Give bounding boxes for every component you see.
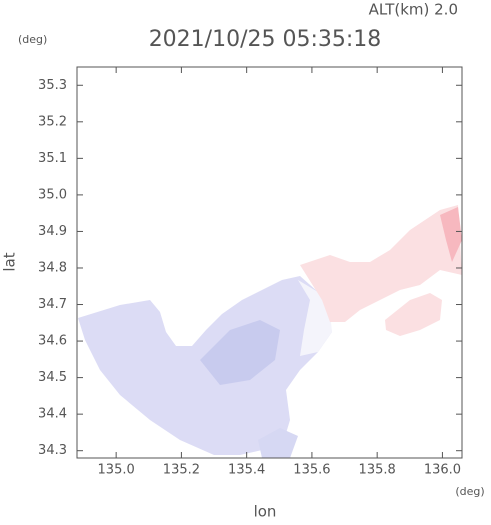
y-tick-label: 34.3	[38, 443, 67, 458]
x-unit: (deg)	[455, 485, 484, 498]
echo-area	[440, 207, 462, 262]
y-tick-label: 34.8	[38, 260, 67, 275]
y-unit: (deg)	[18, 33, 47, 46]
y-tick-label: 34.5	[38, 370, 67, 385]
echo-area	[298, 280, 332, 356]
x-tick-label: 135.4	[228, 463, 265, 478]
y-tick-label: 35.3	[38, 78, 67, 93]
y-tick-label: 34.7	[38, 297, 67, 312]
y-tick-label: 35.0	[38, 187, 67, 202]
echo-area	[258, 428, 298, 458]
y-tick-label: 34.9	[38, 224, 67, 239]
plot-frame	[76, 66, 463, 459]
x-tick-label: 135.8	[359, 463, 396, 478]
y-tick-label: 34.4	[38, 407, 67, 422]
x-tick-label: 136.0	[424, 463, 461, 478]
y-tick-label: 35.2	[38, 114, 67, 129]
chart-title: 2021/10/25 05:35:18	[149, 27, 382, 52]
y-tick-label: 34.6	[38, 334, 67, 349]
x-tick-label: 135.2	[163, 463, 200, 478]
altitude-label: ALT(km) 2.0	[369, 1, 458, 19]
y-axis-label: lat	[1, 252, 19, 271]
x-tick-label: 135.6	[293, 463, 330, 478]
radar-field	[78, 205, 462, 458]
echo-area	[200, 320, 280, 385]
x-tick-label: 135.0	[98, 463, 135, 478]
y-tick-label: 35.1	[38, 151, 67, 166]
echo-area	[300, 205, 462, 322]
echo-area	[385, 293, 442, 336]
x-axis-label: lon	[254, 503, 277, 521]
